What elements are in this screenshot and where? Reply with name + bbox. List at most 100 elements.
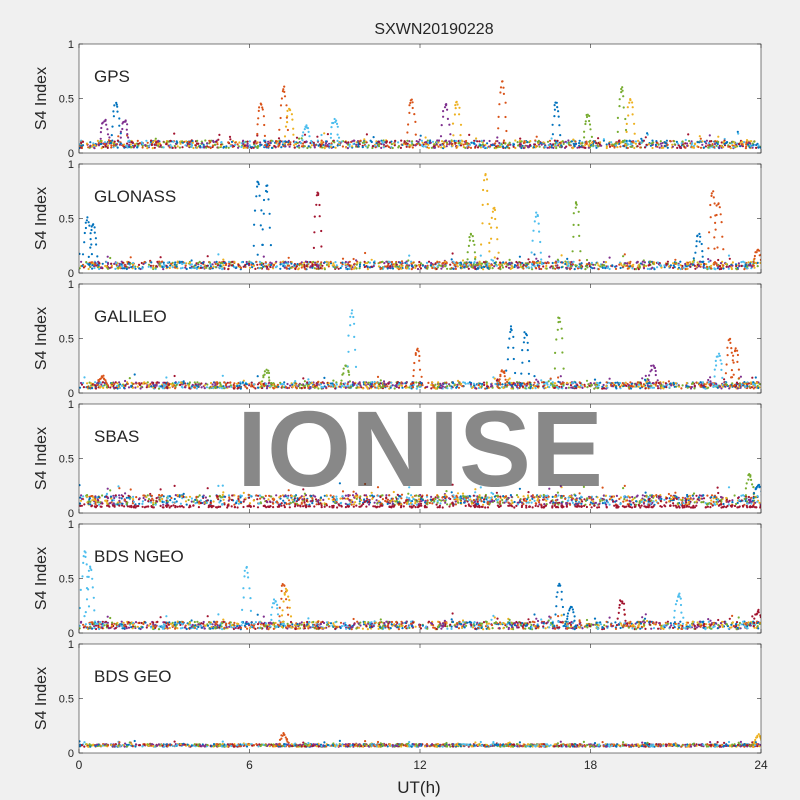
data-point — [637, 139, 640, 142]
data-point — [184, 144, 187, 147]
data-point — [283, 85, 286, 88]
data-point — [661, 142, 664, 145]
data-point — [480, 500, 483, 503]
data-point — [663, 266, 666, 269]
data-point — [179, 381, 182, 384]
data-point — [495, 264, 498, 267]
data-point — [415, 381, 418, 384]
data-point — [312, 260, 315, 264]
data-point — [416, 267, 420, 271]
data-point — [490, 216, 493, 219]
data-point — [521, 262, 524, 265]
data-point — [116, 384, 119, 388]
data-point — [106, 128, 109, 131]
data-point — [151, 147, 154, 150]
data-point — [251, 266, 254, 269]
data-point — [105, 123, 108, 126]
data-point — [162, 146, 165, 149]
data-point — [115, 103, 118, 106]
data-point — [496, 238, 499, 241]
data-point — [440, 384, 443, 387]
data-point — [640, 385, 644, 388]
data-point — [344, 141, 347, 144]
data-point — [228, 135, 232, 138]
data-point — [520, 372, 523, 375]
data-point — [197, 261, 200, 265]
data-point — [504, 383, 507, 386]
data-point — [318, 203, 321, 207]
data-point — [551, 381, 554, 384]
data-point — [625, 130, 628, 133]
data-point — [269, 261, 272, 264]
data-point — [730, 369, 734, 372]
data-point — [201, 142, 204, 145]
data-point — [559, 134, 562, 137]
data-point — [533, 265, 536, 268]
data-point — [597, 145, 600, 148]
data-point — [619, 266, 622, 270]
data-point — [517, 144, 520, 147]
data-point — [558, 501, 561, 504]
data-point — [79, 381, 83, 385]
data-point — [300, 266, 303, 269]
data-point — [717, 140, 720, 143]
data-point — [654, 383, 657, 386]
data-point — [414, 120, 417, 123]
data-point — [715, 204, 718, 207]
data-point — [538, 230, 541, 233]
data-point — [633, 146, 636, 150]
data-point — [713, 146, 716, 149]
data-point — [710, 494, 714, 497]
data-point — [322, 382, 326, 385]
data-point — [134, 381, 138, 384]
data-point — [459, 139, 462, 142]
data-point — [602, 387, 606, 390]
data-point — [393, 142, 396, 145]
data-point — [505, 369, 508, 372]
data-point — [535, 135, 538, 138]
y-axis-label: S4 Index — [33, 67, 50, 130]
data-point — [256, 375, 259, 378]
data-point — [699, 146, 703, 149]
data-point — [414, 133, 417, 136]
data-point — [303, 140, 306, 144]
data-point — [626, 382, 629, 386]
data-point — [171, 382, 174, 385]
data-point — [560, 266, 563, 269]
data-point — [162, 383, 165, 386]
data-point — [491, 386, 494, 389]
data-point — [333, 117, 336, 121]
data-point — [512, 346, 515, 349]
data-point — [162, 386, 165, 389]
data-point — [720, 362, 723, 365]
data-point — [731, 359, 734, 362]
data-point — [418, 359, 421, 362]
data-point — [307, 130, 310, 133]
data-point — [311, 263, 314, 266]
data-point — [696, 141, 699, 144]
data-point — [544, 386, 547, 389]
data-point — [160, 385, 163, 388]
data-point — [371, 145, 375, 148]
data-point — [531, 239, 534, 242]
data-point — [519, 145, 522, 148]
data-point — [80, 383, 84, 386]
data-point — [151, 497, 154, 500]
data-point — [413, 361, 416, 365]
data-point — [509, 143, 512, 146]
data-point — [377, 382, 380, 385]
data-point — [666, 146, 669, 149]
data-point — [568, 144, 571, 147]
data-point — [391, 384, 394, 387]
data-point — [616, 130, 619, 133]
data-point — [554, 351, 557, 354]
data-point — [267, 198, 270, 201]
data-point — [319, 264, 322, 267]
data-point — [614, 386, 618, 389]
data-point — [654, 143, 658, 146]
data-point — [691, 142, 694, 145]
data-point — [717, 135, 720, 138]
data-point — [402, 143, 405, 146]
data-point — [185, 140, 188, 143]
data-point — [535, 211, 538, 214]
